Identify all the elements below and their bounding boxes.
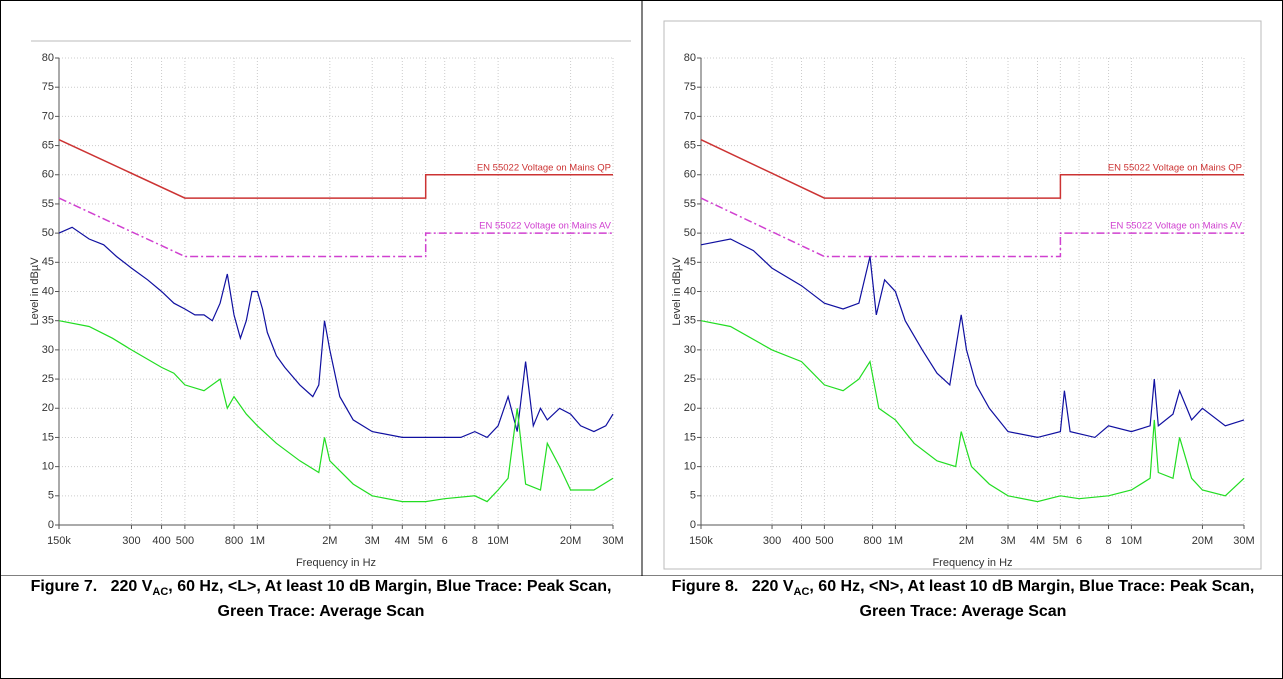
x-tick-label: 10M: [1121, 535, 1142, 547]
y-tick-label: 70: [42, 110, 54, 122]
x-tick-label: 6: [1076, 535, 1082, 547]
x-axis-label: Frequency in Hz: [932, 557, 1012, 569]
x-tick-label: 3M: [365, 535, 380, 547]
caption-subscript: AC: [152, 586, 169, 599]
y-tick-label: 35: [42, 315, 54, 327]
y-tick-label: 15: [684, 431, 696, 443]
x-tick-label: 400: [152, 535, 170, 547]
y-tick-label: 55: [684, 198, 696, 210]
x-tick-label: 1M: [250, 535, 265, 547]
y-tick-label: 25: [684, 373, 696, 385]
y-tick-label: 15: [42, 431, 54, 443]
y-tick-label: 40: [684, 285, 696, 297]
y-tick-label: 10: [684, 461, 696, 473]
panel-frame: [663, 20, 1262, 570]
y-tick-label: 30: [42, 344, 54, 356]
caption-voltage: 220 V: [751, 578, 794, 595]
y-tick-label: 5: [690, 490, 696, 502]
caption-subscript: AC: [793, 586, 810, 599]
y-tick-label: 65: [684, 139, 696, 151]
limit-label: EN 55022 Voltage on Mains AV: [479, 221, 612, 232]
y-tick-label: 80: [684, 52, 696, 64]
x-tick-label: 5M: [418, 535, 433, 547]
limit-label: EN 55022 Voltage on Mains QP: [1108, 162, 1242, 173]
y-tick-label: 45: [684, 256, 696, 268]
y-tick-label: 10: [42, 461, 54, 473]
x-tick-label: 800: [863, 535, 881, 547]
y-tick-label: 40: [42, 285, 54, 297]
x-tick-label: 800: [225, 535, 243, 547]
x-tick-label: 3M: [1000, 535, 1015, 547]
x-tick-label: 150k: [689, 535, 713, 547]
x-tick-label: 300: [122, 535, 140, 547]
caption-label: Figure 8.: [671, 578, 739, 595]
x-tick-label: 1M: [888, 535, 903, 547]
caption-voltage: 220 V: [110, 578, 153, 595]
series-line: [700, 139, 1244, 199]
x-tick-label: 300: [763, 535, 781, 547]
series-line: [58, 320, 614, 503]
y-tick-label: 60: [42, 169, 54, 181]
y-tick-label: 0: [690, 519, 696, 531]
x-tick-label: 2M: [959, 535, 974, 547]
x-tick-label: 400: [792, 535, 810, 547]
y-tick-label: 50: [684, 227, 696, 239]
y-tick-label: 80: [42, 52, 54, 64]
series-line: [700, 238, 1245, 439]
y-tick-label: 45: [42, 256, 54, 268]
y-tick-label: 30: [684, 344, 696, 356]
x-tick-label: 2M: [322, 535, 337, 547]
y-tick-label: 75: [684, 81, 696, 93]
x-tick-label: 6: [442, 535, 448, 547]
x-axis-label: Frequency in Hz: [296, 557, 376, 569]
y-tick-label: 35: [684, 315, 696, 327]
x-tick-label: 30M: [1233, 535, 1254, 547]
x-tick-label: 20M: [1192, 535, 1213, 547]
y-tick-label: 5: [48, 490, 54, 502]
limit-label: EN 55022 Voltage on Mains AV: [1110, 221, 1243, 232]
x-tick-label: 5M: [1053, 535, 1068, 547]
x-tick-label: 500: [815, 535, 833, 547]
x-tick-label: 4M: [395, 535, 410, 547]
y-tick-label: 25: [42, 373, 54, 385]
x-tick-label: 8: [1105, 535, 1111, 547]
y-tick-label: 0: [48, 519, 54, 531]
y-tick-label: 65: [42, 139, 54, 151]
caption: Figure 7. 220 VAC, 60 Hz, <L>, At least …: [21, 577, 621, 622]
y-tick-label: 75: [42, 81, 54, 93]
caption-text: , 60 Hz, <N>, At least 10 dB Margin, Blu…: [809, 578, 1255, 621]
y-tick-label: 20: [684, 402, 696, 414]
y-tick-label: 70: [684, 110, 696, 122]
caption-text: , 60 Hz, <L>, At least 10 dB Margin, Blu…: [168, 578, 612, 621]
caption: Figure 8. 220 VAC, 60 Hz, <N>, At least …: [663, 577, 1263, 622]
x-tick-label: 30M: [602, 535, 623, 547]
x-tick-label: 10M: [487, 535, 508, 547]
series-line: [58, 197, 613, 258]
x-tick-label: 500: [176, 535, 194, 547]
series-line: [58, 226, 614, 439]
y-tick-label: 50: [42, 227, 54, 239]
series-line: [58, 139, 613, 199]
x-tick-label: 8: [472, 535, 478, 547]
y-tick-label: 55: [42, 198, 54, 210]
y-axis-label: Level in dBµV: [671, 257, 683, 326]
limit-label: EN 55022 Voltage on Mains QP: [477, 162, 611, 173]
series-line: [700, 320, 1245, 503]
series-line: [700, 197, 1244, 258]
y-axis-label: Level in dBµV: [29, 257, 41, 326]
y-tick-label: 20: [42, 402, 54, 414]
caption-label: Figure 7.: [30, 578, 98, 595]
y-tick-label: 60: [684, 169, 696, 181]
x-tick-label: 150k: [47, 535, 71, 547]
x-tick-label: 20M: [560, 535, 581, 547]
x-tick-label: 4M: [1030, 535, 1045, 547]
